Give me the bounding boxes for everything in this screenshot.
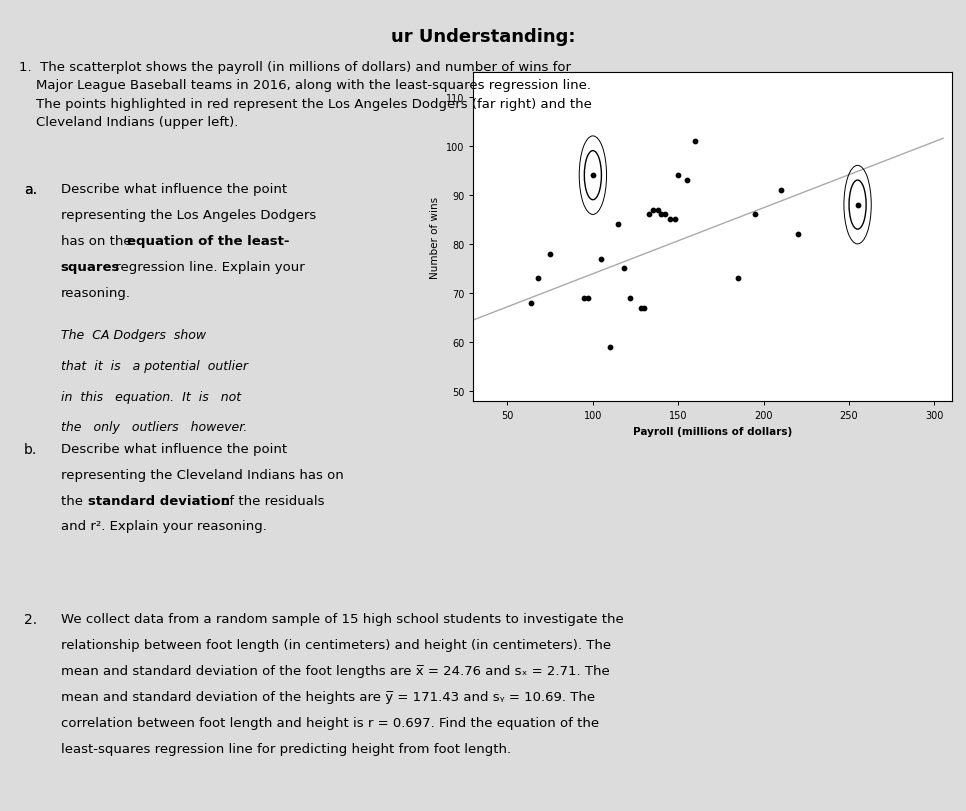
Text: ur Understanding:: ur Understanding: (391, 28, 575, 46)
Text: b.: b. (24, 442, 38, 456)
Text: mean and standard deviation of the foot lengths are x̅ = 24.76 and sₓ = 2.71. Th: mean and standard deviation of the foot … (61, 664, 610, 677)
Point (623, 292, 639, 305)
Point (653, 208, 668, 221)
Text: We collect data from a random sample of 15 high school students to investigate t: We collect data from a random sample of … (61, 612, 624, 625)
Text: representing the Cleveland Indians has on: representing the Cleveland Indians has o… (61, 468, 344, 481)
Text: reasoning.: reasoning. (61, 286, 130, 299)
Text: has on the: has on the (61, 234, 136, 247)
Text: least-squares regression line for predicting height from foot length.: least-squares regression line for predic… (61, 742, 511, 755)
Text: a.: a. (24, 182, 37, 196)
Point (637, 302, 652, 315)
Text: standard deviation: standard deviation (88, 494, 230, 507)
Text: representing the Los Angeles Dodgers: representing the Los Angeles Dodgers (61, 208, 316, 221)
Text: Describe what influence the point: Describe what influence the point (61, 182, 287, 195)
Text: 2.: 2. (24, 612, 38, 626)
Text: and r². Explain your reasoning.: and r². Explain your reasoning. (61, 520, 267, 533)
Point (585, 169, 601, 182)
Text: Describe what influence the point: Describe what influence the point (61, 442, 287, 455)
Point (790, 228, 806, 241)
Point (650, 204, 666, 217)
Text: The  CA Dodgers  show: The CA Dodgers show (61, 328, 206, 341)
Point (580, 292, 595, 305)
Point (850, 199, 866, 212)
Point (577, 292, 592, 305)
X-axis label: Payroll (millions of dollars): Payroll (millions of dollars) (633, 426, 792, 436)
Text: in  this   equation.  It  is   not: in this equation. It is not (61, 390, 241, 403)
Point (773, 184, 788, 197)
Text: correlation between foot length and height is r = 0.697. Find the equation of th: correlation between foot length and heig… (61, 716, 599, 729)
Point (730, 272, 746, 285)
Point (641, 208, 657, 221)
Point (633, 302, 648, 315)
Y-axis label: Number of wins: Number of wins (431, 196, 440, 278)
Text: the   only   outliers   however.: the only outliers however. (61, 421, 247, 434)
Point (645, 204, 661, 217)
Point (602, 341, 617, 354)
Text: of the residuals: of the residuals (217, 494, 325, 507)
Text: a.: a. (24, 182, 37, 196)
Text: mean and standard deviation of the heights are y̅ = 171.43 and sᵧ = 10.69. The: mean and standard deviation of the heigh… (61, 690, 595, 703)
Text: 1.  The scatterplot shows the payroll (in millions of dollars) and number of win: 1. The scatterplot shows the payroll (in… (19, 61, 592, 129)
Text: that  it  is   a potential  outlier: that it is a potential outlier (61, 359, 248, 372)
Text: squares: squares (61, 260, 120, 273)
Point (748, 208, 763, 221)
Point (679, 174, 695, 187)
Point (688, 135, 703, 148)
Point (670, 169, 686, 182)
Text: equation of the least-: equation of the least- (127, 234, 289, 247)
Text: regression line. Explain your: regression line. Explain your (111, 260, 305, 273)
Point (657, 208, 672, 221)
Point (543, 248, 558, 261)
Point (668, 213, 683, 226)
Text: the: the (61, 494, 87, 507)
Point (594, 253, 610, 266)
Point (524, 297, 539, 310)
Point (616, 263, 632, 276)
Point (662, 213, 677, 226)
Text: relationship between foot length (in centimeters) and height (in centimeters). T: relationship between foot length (in cen… (61, 638, 611, 651)
Point (611, 218, 626, 231)
Point (530, 272, 546, 285)
